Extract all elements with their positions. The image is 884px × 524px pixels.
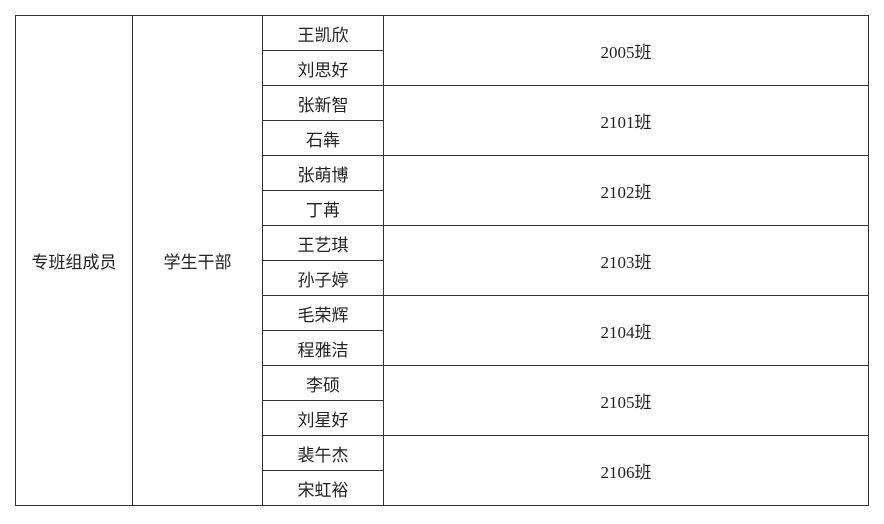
table-row: 张新智 2101班 [16, 85, 869, 156]
member-name-cell: 孙子婷 [262, 260, 384, 296]
member-name-cell: 丁苒 [262, 190, 384, 226]
class-cell: 2105班 [383, 365, 869, 436]
table-row: 程雅洁 [16, 330, 869, 366]
table-row: 宋虹裕 [16, 470, 869, 506]
member-name-cell: 裴午杰 [262, 435, 384, 471]
member-name-cell: 张萌博 [262, 155, 384, 191]
table-row: 石犇 [16, 120, 869, 156]
table-row: 刘思好 [16, 50, 869, 86]
member-name-cell: 刘思好 [262, 50, 384, 86]
class-cell: 2103班 [383, 225, 869, 296]
member-table: 专班组成员 学生干部 王凯欣 2005班 刘思好 张新智 2101班 石犇 张萌博 2102班 丁苒… [15, 15, 869, 506]
table-row: 张萌博 2102班 [16, 155, 869, 226]
member-name-cell: 刘星好 [262, 400, 384, 436]
group-label-cell: 专班组成员 [15, 15, 133, 506]
member-name-cell: 毛荣辉 [262, 295, 384, 331]
table-row: 刘星好 [16, 400, 869, 436]
class-cell: 2106班 [383, 435, 869, 506]
table-row: 丁苒 [16, 190, 869, 226]
table-row: 毛荣辉 2104班 [16, 295, 869, 366]
member-name-cell: 李硕 [262, 365, 384, 401]
member-name-cell: 王凯欣 [262, 15, 384, 51]
table-row: 专班组成员 学生干部 王凯欣 2005班 [15, 15, 869, 506]
member-name-cell: 王艺琪 [262, 225, 384, 261]
member-name-cell: 张新智 [262, 85, 384, 121]
table-row: 李硕 2105班 [16, 365, 869, 436]
member-name-cell: 程雅洁 [262, 330, 384, 366]
table-row: 裴午杰 2106班 [16, 435, 869, 506]
table-row: 孙子婷 [16, 260, 869, 296]
table-row: 王艺琪 2103班 [16, 225, 869, 296]
class-cell: 2102班 [383, 155, 869, 226]
member-name-cell: 宋虹裕 [262, 470, 384, 506]
member-name-cell: 石犇 [262, 120, 384, 156]
class-cell: 2104班 [383, 295, 869, 366]
class-cell: 2101班 [383, 85, 869, 156]
class-cell: 2005班 [383, 15, 869, 86]
role-label-cell: 学生干部 [132, 15, 263, 506]
